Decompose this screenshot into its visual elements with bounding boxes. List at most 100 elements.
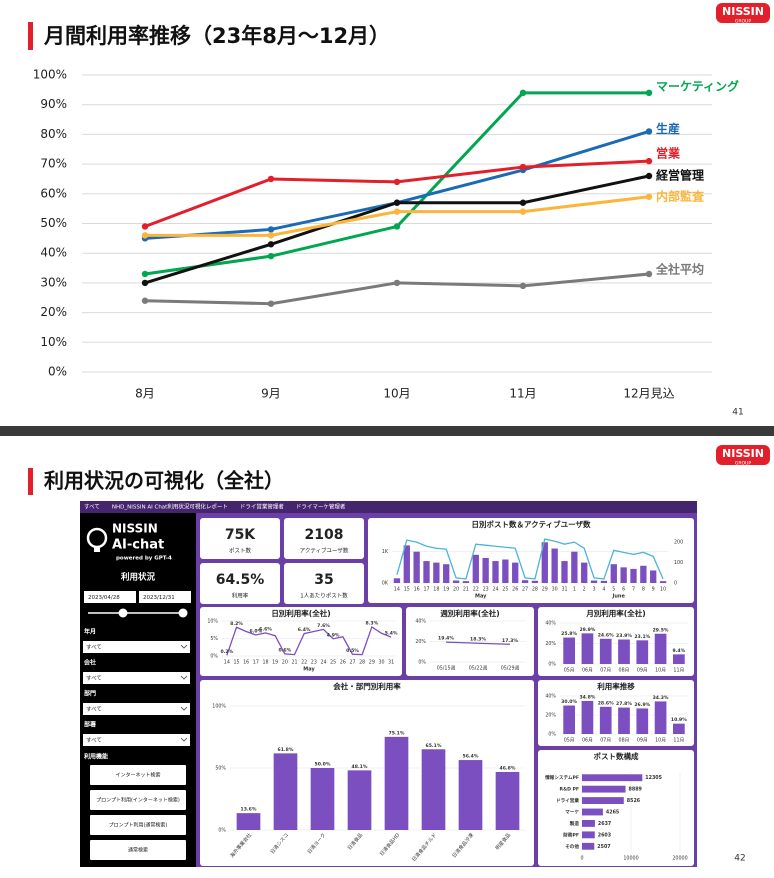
x-tick-label: 24 [320,660,326,666]
button-label: 通常検索 [128,847,148,854]
tab[interactable]: ドライマーケ管理者 [296,503,346,511]
x-tick-label: 14 [394,587,400,593]
slider-knob[interactable] [178,608,188,618]
function-button[interactable] [90,765,186,785]
tab[interactable]: すべて [84,504,100,511]
kpi-label: アクティブユーザ数 [300,547,349,555]
bar [650,570,657,583]
kpi-value: 35 [314,572,333,588]
y-tick-label: 60% [40,186,67,200]
slide-divider [0,426,774,436]
data-point [519,89,527,97]
x-tick-label: 8 [642,587,645,593]
filter-dropdown[interactable] [83,703,190,715]
data-point [141,270,149,278]
y-tick-label: 40% [545,694,556,700]
bar [590,580,598,583]
data-label: 6.0% [249,629,262,635]
data-point [267,175,275,183]
bar [673,723,685,734]
x-tick-label: 07月 [600,668,611,674]
bar [659,581,667,583]
logo-sub: GROUP [735,19,751,25]
tab[interactable]: ドライ営業管理者 [240,503,285,511]
x-tick-label: 19 [272,660,278,666]
bar [563,705,575,734]
chart-title: 日別利用率(全社) [271,608,330,618]
data-label: 56.4% [463,754,479,760]
function-label: 利用機能 [83,753,108,761]
kpi-value: 2108 [305,527,344,543]
data-label: 13.6% [241,807,257,813]
function-button[interactable] [90,840,186,860]
data-label: 34.8% [579,694,595,700]
x-tick-label: 31 [388,660,394,666]
y2-tick-label: 0 [674,581,677,587]
function-button[interactable] [90,815,186,835]
bar [600,580,608,583]
bar [636,640,649,664]
filter-label: 会社 [84,659,96,667]
x-tick-label: 11月 [673,738,684,744]
filter-dropdown[interactable] [83,672,190,684]
y2-tick-label: 100 [674,560,683,566]
filter-dropdown[interactable] [83,734,190,746]
x-tick-label: 1 [573,587,576,593]
dashboard-content: すべて NHD_NISSIN AI Chat利用状況可視化レポート ドライ営業管理者… [83,503,694,866]
x-tick-label: 23 [483,587,489,593]
function-button[interactable] [90,790,186,810]
x-tick-label: 22 [473,587,479,593]
dropdown-chevron [180,737,188,742]
x-tick-label: 4 [602,587,605,593]
data-point [141,297,149,304]
data-label: 4265 [606,810,619,816]
x-tick-label: 05月 [564,738,575,744]
bar [433,562,440,583]
y-tick-label: 20% [415,639,426,645]
chart-title: ポスト数構成 [594,751,639,761]
data-point [645,89,653,97]
data-label: 19.4% [438,636,454,642]
logo-brand: NISSIN [722,5,764,18]
x-tick-label: 18 [433,587,439,593]
x-tick-label: 21 [291,660,297,666]
bar [581,633,594,664]
date-input[interactable] [84,591,136,603]
logo-sub: GROUP [735,461,751,467]
kpi-value: 75K [225,527,256,543]
bar [582,774,643,782]
x-tick-label: 9月 [261,387,281,401]
bar [582,808,603,816]
title-accent [28,22,33,50]
x-tick-label: 16 [414,587,420,593]
y-tick-label: 40% [40,246,67,260]
x-tick-label: 12月見込 [623,387,674,401]
x-tick-label: 05/29週 [501,665,520,672]
kpi-label: 1人あたりポスト数 [300,592,348,600]
date-input[interactable] [139,591,191,603]
x-tick-label: 7 [632,587,635,593]
y-tick-label: 財務PF [562,831,579,838]
x-tick-label: 16 [243,660,249,666]
x-tick-label: 28 [532,587,538,593]
y-tick-label: 10% [207,619,218,625]
data-label: 30.0% [561,699,577,705]
bar [618,707,630,734]
data-label: 48.1% [352,764,368,770]
x-tick-label: 20000 [672,856,687,862]
data-label: 50.0% [315,762,331,768]
x-tick-label: 18 [262,660,268,666]
tab[interactable]: NHD_NISSIN AI Chat利用状況可視化レポート [112,503,228,511]
slider-knob[interactable] [118,608,128,618]
x-tick-label: 15 [404,587,410,593]
bar [582,785,626,793]
filter-dropdown[interactable] [83,641,190,653]
data-point [645,157,653,165]
bar [421,749,446,830]
bar [472,554,479,583]
bar [599,638,612,664]
y-tick-label: 40% [415,619,426,625]
x-tick-label: 08月 [619,738,630,744]
data-point [141,232,149,239]
bar [582,820,595,827]
